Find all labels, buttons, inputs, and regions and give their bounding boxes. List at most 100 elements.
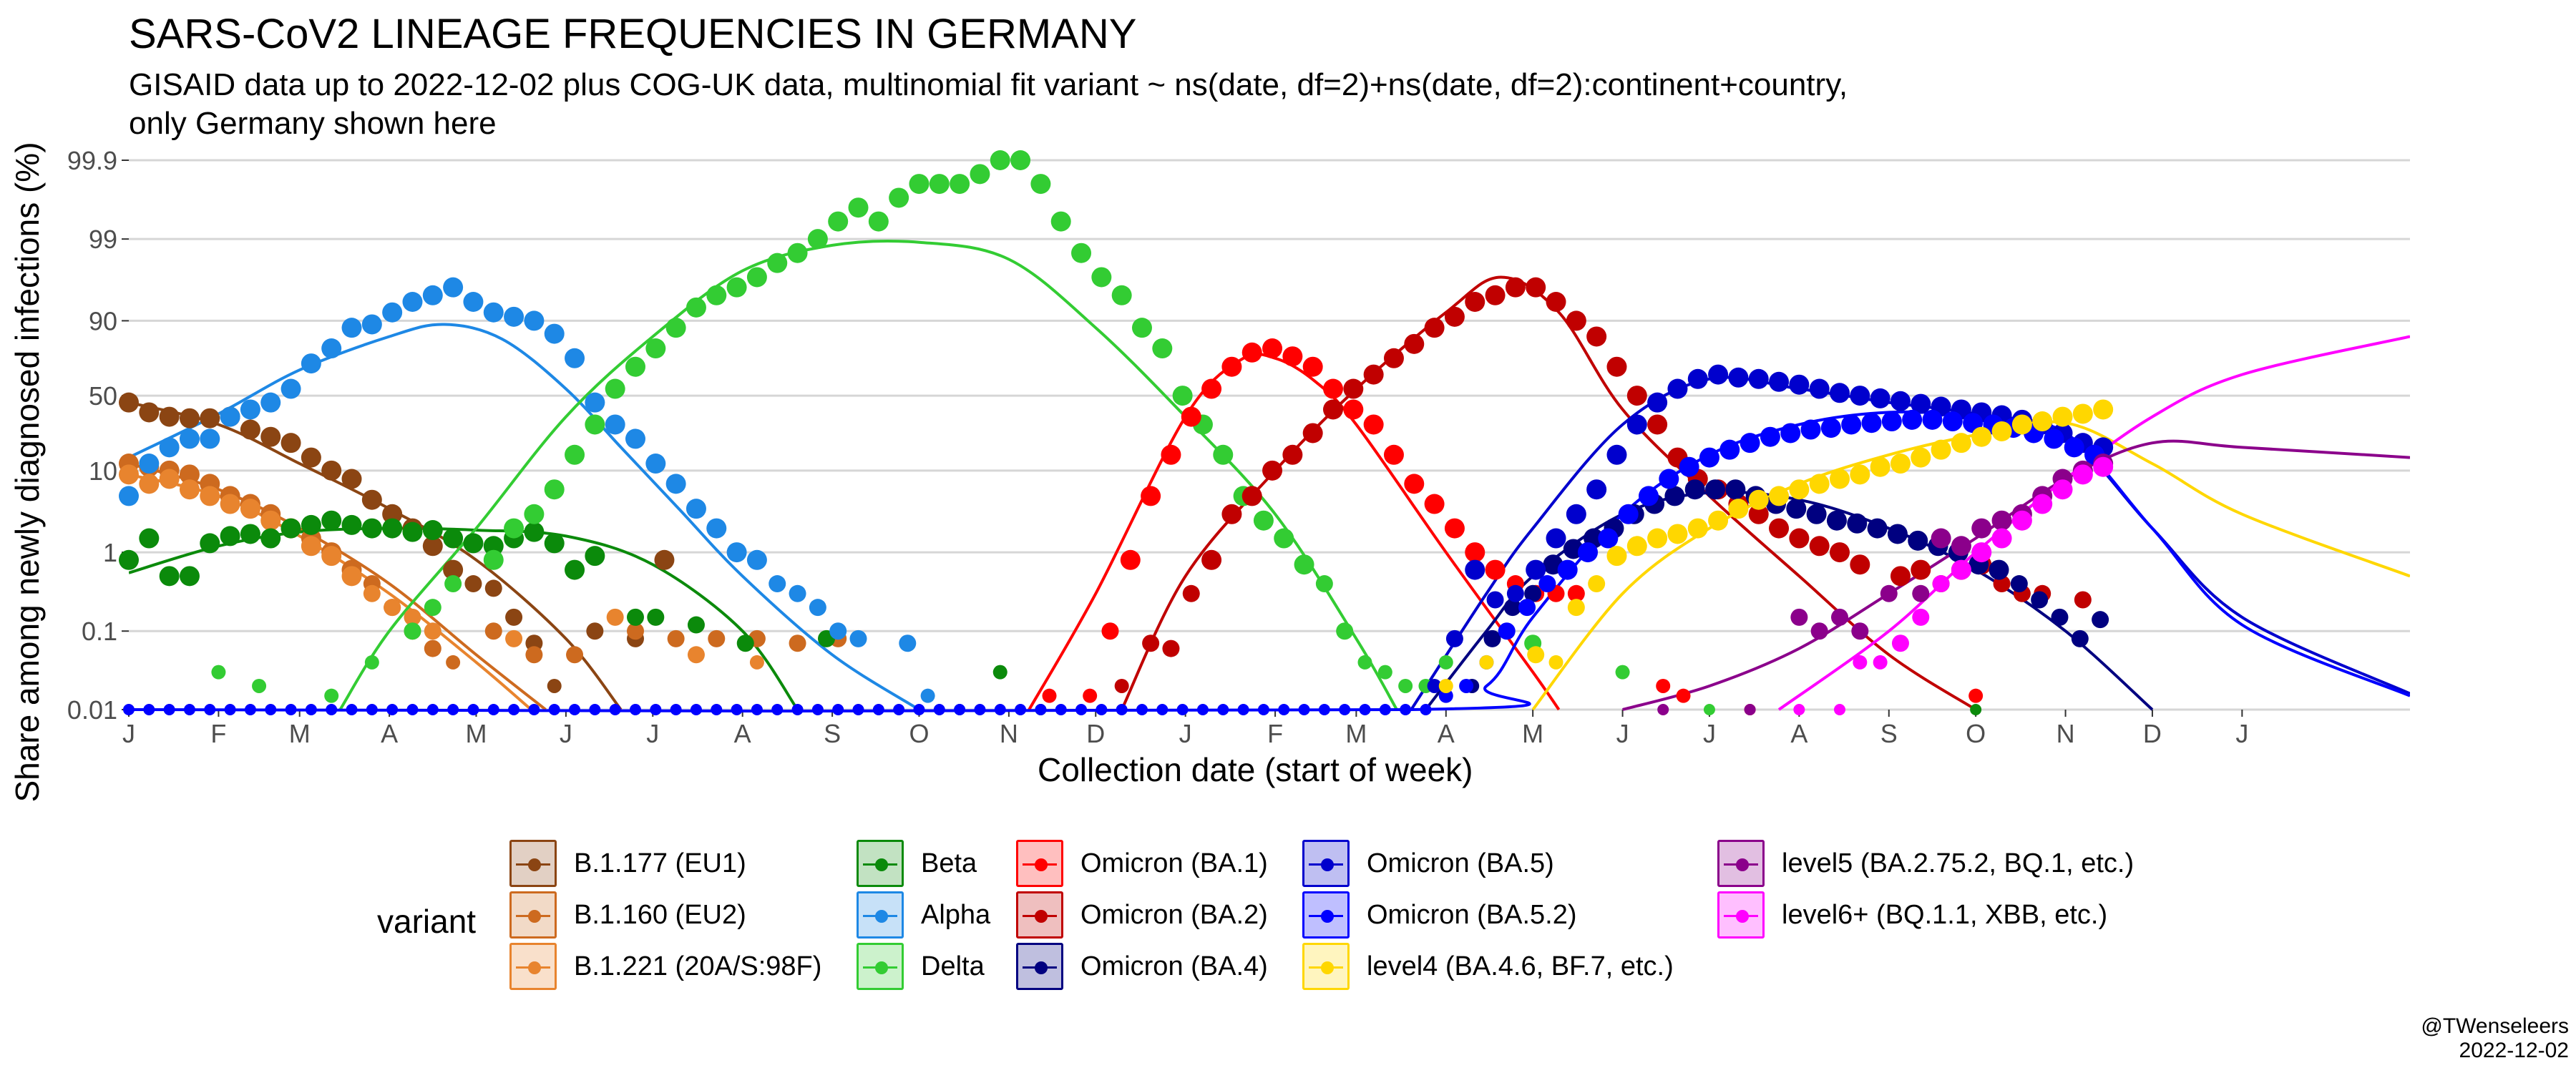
legend-key <box>1717 891 1765 939</box>
data-point-alpha <box>402 292 423 313</box>
data-point-delta <box>1172 386 1193 406</box>
data-point-delta <box>565 444 585 465</box>
data-point-omicron-ba-1 <box>1161 444 1181 465</box>
data-point-omicron-ba-1 <box>1221 356 1242 377</box>
data-point-b-1-221-20a-s-98f <box>179 479 200 500</box>
data-point-beta <box>443 528 464 549</box>
legend-label: Omicron (BA.1) <box>1080 848 1268 878</box>
data-point-level6-bq-1-1-xbb-etc <box>2052 479 2073 500</box>
data-point-b-1-177-eu1 <box>443 559 464 580</box>
data-point-omicron-ba-5-2 <box>1176 704 1189 715</box>
data-point-level6-bq-1-1-xbb-etc <box>1991 528 2012 549</box>
data-point-omicron-ba-2 <box>1911 559 1931 580</box>
data-point-omicron-ba-5 <box>1911 393 1931 414</box>
data-point-alpha <box>240 399 260 420</box>
x-tick-label: D <box>2143 719 2162 748</box>
y-tick-label: 0.1 <box>82 617 117 646</box>
data-point-delta <box>929 174 950 195</box>
data-point-omicron-ba-5-2 <box>123 704 135 715</box>
data-point-omicron-ba-1 <box>1323 378 1344 399</box>
data-point-alpha <box>665 474 686 494</box>
data-point-omicron-ba-2 <box>1586 326 1607 347</box>
data-point-alpha <box>321 338 342 359</box>
data-point-b-1-221-20a-s-98f <box>240 499 260 519</box>
x-tick-label: J <box>560 719 572 748</box>
data-point-level5-ba-2-75-2-bq-1-etc <box>1790 608 1808 626</box>
data-point-alpha <box>645 454 666 474</box>
data-point-omicron-ba-1 <box>1282 346 1303 367</box>
x-tick-label: J <box>1179 719 1192 748</box>
data-point-omicron-ba-5-2 <box>1881 411 1902 432</box>
data-point-alpha <box>849 629 867 647</box>
data-point-omicron-ba-5-2 <box>791 704 804 715</box>
data-point-alpha <box>769 575 786 593</box>
data-point-omicron-ba-5-2 <box>1760 426 1780 447</box>
data-point-b-1-160-eu2 <box>525 646 543 664</box>
data-point-omicron-ba-1 <box>1383 444 1404 465</box>
legend-item: level4 (BA.4.6, BF.7, etc.) <box>1302 943 1674 990</box>
data-point-b-1-221-20a-s-98f <box>341 566 362 587</box>
data-point-delta <box>444 575 462 593</box>
data-point-level4-ba-4-6-bf-7-etc <box>1588 575 1606 593</box>
data-point-delta <box>645 338 666 359</box>
data-point-omicron-ba-2 <box>1323 399 1344 420</box>
x-tick-label: J <box>1703 719 1716 748</box>
data-point-delta <box>544 479 565 500</box>
data-point-omicron-ba-2 <box>1114 678 1129 693</box>
data-point-beta <box>119 549 139 570</box>
data-point-b-1-221-20a-s-98f <box>687 646 705 664</box>
data-point-beta <box>220 526 240 547</box>
data-point-delta <box>1050 211 1071 232</box>
data-point-beta <box>626 608 644 626</box>
data-point-omicron-ba-1 <box>1404 474 1425 494</box>
data-point-omicron-ba-5 <box>1870 388 1890 408</box>
data-point-alpha <box>341 318 362 338</box>
legend-label: Delta <box>921 951 985 981</box>
data-point-level4-ba-4-6-bf-7-etc <box>2072 403 2093 424</box>
data-point-beta <box>422 520 443 541</box>
data-point-omicron-ba-4 <box>1786 499 1807 519</box>
data-point-omicron-ba-5-2 <box>1035 704 1047 715</box>
data-point-omicron-ba-5-2 <box>1136 704 1148 715</box>
data-point-level4-ba-4-6-bf-7-etc <box>1438 678 1453 693</box>
data-point-omicron-ba-5-2 <box>1116 704 1128 715</box>
data-point-omicron-ba-5-2 <box>1075 704 1088 715</box>
data-point-alpha <box>726 542 747 563</box>
data-point-omicron-ba-2 <box>1546 292 1566 313</box>
data-point-level5-ba-2-75-2-bq-1-etc <box>1880 584 1898 602</box>
data-point-omicron-ba-5-2 <box>447 704 459 715</box>
data-point-delta <box>665 318 686 338</box>
data-point-omicron-ba-4 <box>1806 504 1827 524</box>
data-point-omicron-ba-4 <box>1684 479 1705 500</box>
y-axis-label: Share among newly diagnosed infections (… <box>9 142 46 803</box>
data-point-b-1-160-eu2 <box>484 622 502 640</box>
data-point-alpha <box>159 437 180 458</box>
data-point-omicron-ba-4 <box>1483 629 1501 647</box>
data-point-b-1-177-eu1 <box>200 408 220 428</box>
data-point-omicron-ba-5-2 <box>589 704 601 715</box>
data-point-omicron-ba-5-2 <box>893 704 905 715</box>
data-point-omicron-ba-5-2 <box>265 704 277 715</box>
legend-key <box>509 840 557 887</box>
data-point-b-1-221-20a-s-98f <box>749 655 764 670</box>
data-point-omicron-ba-4 <box>2031 591 2049 609</box>
data-point-omicron-ba-5 <box>1728 367 1749 388</box>
data-point-omicron-ba-2 <box>1302 423 1323 444</box>
data-point-beta <box>159 566 180 587</box>
data-point-level4-ba-4-6-bf-7-etc <box>1606 546 1627 567</box>
data-point-level5-ba-2-75-2-bq-1-etc <box>1657 704 1669 715</box>
data-point-delta <box>1111 285 1132 305</box>
data-point-beta <box>992 665 1008 680</box>
data-point-omicron-ba-2 <box>1485 285 1506 305</box>
x-tick-label: A <box>734 719 751 748</box>
data-point-omicron-ba-5-2 <box>1679 456 1699 477</box>
legend-key <box>1016 840 1063 887</box>
data-point-level6-bq-1-1-xbb-etc <box>1853 655 1868 670</box>
data-point-omicron-ba-5-2 <box>528 704 540 715</box>
data-point-omicron-ba-5-2 <box>326 704 338 715</box>
legend-key-dot <box>1321 910 1334 923</box>
data-point-level6-bq-1-1-xbb-etc <box>1873 655 1888 670</box>
data-point-alpha <box>119 486 139 506</box>
data-point-omicron-ba-5-2 <box>508 704 520 715</box>
data-point-omicron-ba-5-2 <box>285 704 297 715</box>
